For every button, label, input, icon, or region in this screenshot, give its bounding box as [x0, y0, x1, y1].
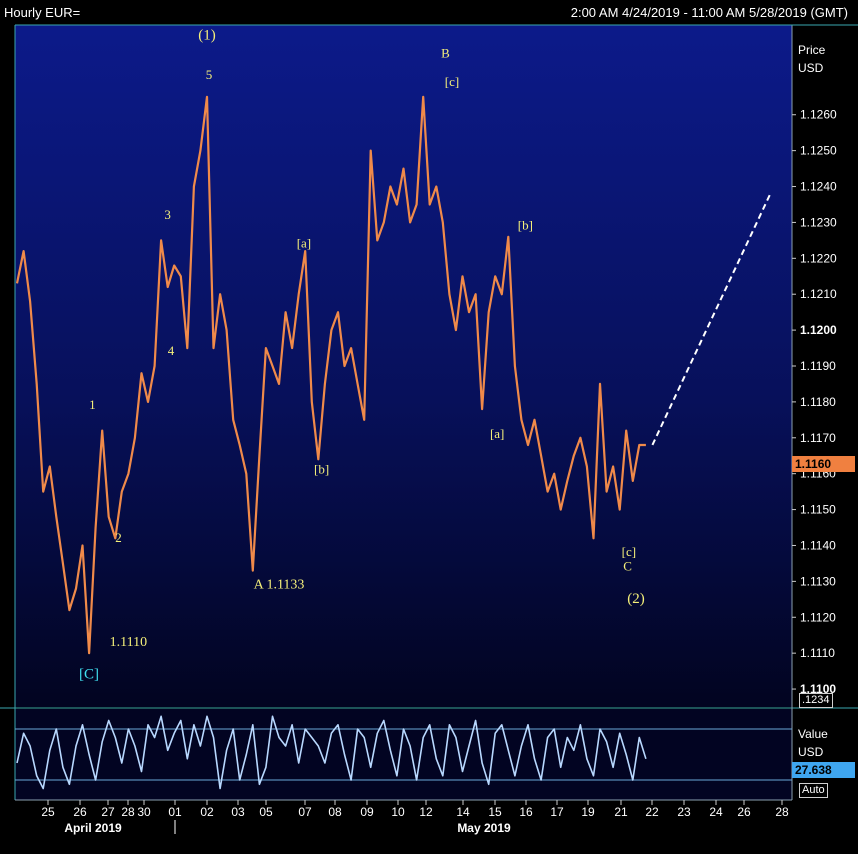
wave-label: [b] [314, 462, 329, 477]
y-tick-label: 1.1190 [800, 359, 836, 373]
x-tick-label: 08 [328, 805, 342, 819]
x-tick-label: 02 [200, 805, 214, 819]
price-series [15, 95, 772, 655]
x-tick-label: 07 [298, 805, 312, 819]
x-tick-label: 05 [259, 805, 273, 819]
x-tick-label: 03 [231, 805, 245, 819]
oscillator-line [16, 715, 647, 790]
main-panel-bg [15, 25, 792, 707]
y-tick-label: 1.1260 [800, 108, 837, 122]
wave-label: 2 [115, 530, 122, 545]
x-tick-label: 22 [645, 805, 659, 819]
wave-label: [a] [297, 236, 311, 251]
wave-label: [a] [490, 426, 504, 441]
y-tick-label: 1.1120 [800, 610, 836, 624]
x-tick-label: 09 [360, 805, 374, 819]
y-tick-label: 1.1110 [800, 646, 835, 660]
auto-scale-button[interactable]: Auto [799, 783, 828, 798]
wave-labels: (1) 5 3 4 1 2 1.1110 [C] A 1.1133 [a] [b] B [c] [b] [a… [79, 27, 645, 682]
x-tick-label: 24 [709, 805, 723, 819]
wave-label: (1) [198, 27, 216, 43]
x-tick-label: 16 [519, 805, 533, 819]
oscillator-panel-bg [15, 709, 792, 800]
x-tick-label: 17 [550, 805, 564, 819]
price-axis-unit: USD [798, 61, 824, 75]
y-tick-label: 1.1130 [800, 574, 836, 588]
wave-label: C [623, 559, 632, 574]
x-tick-label: 19 [581, 805, 595, 819]
y-tick-label: 1.1210 [800, 287, 837, 301]
price-axis-title: Price [798, 43, 826, 57]
projection-line [651, 193, 772, 446]
x-tick-label: 01 [168, 805, 182, 819]
window-title: Hourly EUR= [4, 5, 81, 20]
wave-label: [C] [79, 666, 99, 682]
x-tick-label: 26 [737, 805, 751, 819]
y-tick-label: 1.1140 [800, 538, 836, 552]
x-tick-label: 23 [677, 805, 691, 819]
x-tick-label: 15 [488, 805, 502, 819]
wave-label: 5 [206, 67, 213, 82]
date-axis: 25 26 27 28 30 01 02 03 05 07 08 09 10 12 14 15 16 17 19 21… [41, 800, 789, 835]
wave-label: [b] [518, 218, 533, 233]
month-label: April 2019 [64, 821, 122, 835]
month-label: May 2019 [457, 821, 511, 835]
x-tick-label: 12 [419, 805, 433, 819]
y-tick-label: 1.1150 [800, 503, 836, 517]
x-tick-label: 21 [614, 805, 628, 819]
x-tick-label: 10 [391, 805, 405, 819]
x-tick-label: 14 [456, 805, 470, 819]
date-range: 2:00 AM 4/24/2019 - 11:00 AM 5/28/2019 (… [570, 5, 848, 20]
wave-label: [c] [445, 74, 459, 89]
price-axis: Price USD 1.1100 1.1110 1.1120 1.1130 1.1140 1.… [792, 43, 837, 759]
y-tick-label: 1.1200 [800, 323, 837, 337]
value-box: .1234 [799, 693, 833, 708]
wave-label: 1.1110 [110, 635, 147, 650]
x-tick-label: 26 [73, 805, 87, 819]
wave-label: 3 [164, 207, 171, 222]
y-tick-label: 1.1220 [800, 251, 837, 265]
x-tick-label: 28 [775, 805, 789, 819]
y-tick-label: 1.1180 [800, 395, 836, 409]
oscillator-value-tag: 27.638 [792, 762, 855, 778]
x-tick-label: 25 [41, 805, 55, 819]
oscillator [15, 715, 792, 790]
wave-label: (2) [627, 591, 645, 607]
value-axis-unit: USD [798, 745, 824, 759]
y-tick-label: 1.1250 [800, 144, 837, 158]
y-tick-label: 1.1240 [800, 180, 837, 194]
wave-label: 4 [168, 343, 175, 358]
y-tick-label: 1.1170 [800, 431, 836, 445]
wave-label: [c] [622, 544, 636, 559]
x-tick-label: 27 [101, 805, 115, 819]
wave-label: 1 [89, 397, 96, 412]
last-price-tag: 1.1160 [792, 456, 855, 472]
y-tick-label: 1.1230 [800, 215, 837, 229]
y-tick-label: 1.1100 [800, 682, 836, 696]
value-axis-title: Value [798, 727, 828, 741]
x-tick-label: 30 [137, 805, 151, 819]
wave-label: A 1.1133 [254, 578, 305, 593]
price-line [15, 95, 646, 655]
wave-label: B [441, 45, 450, 60]
x-tick-label: 28 [121, 805, 135, 819]
